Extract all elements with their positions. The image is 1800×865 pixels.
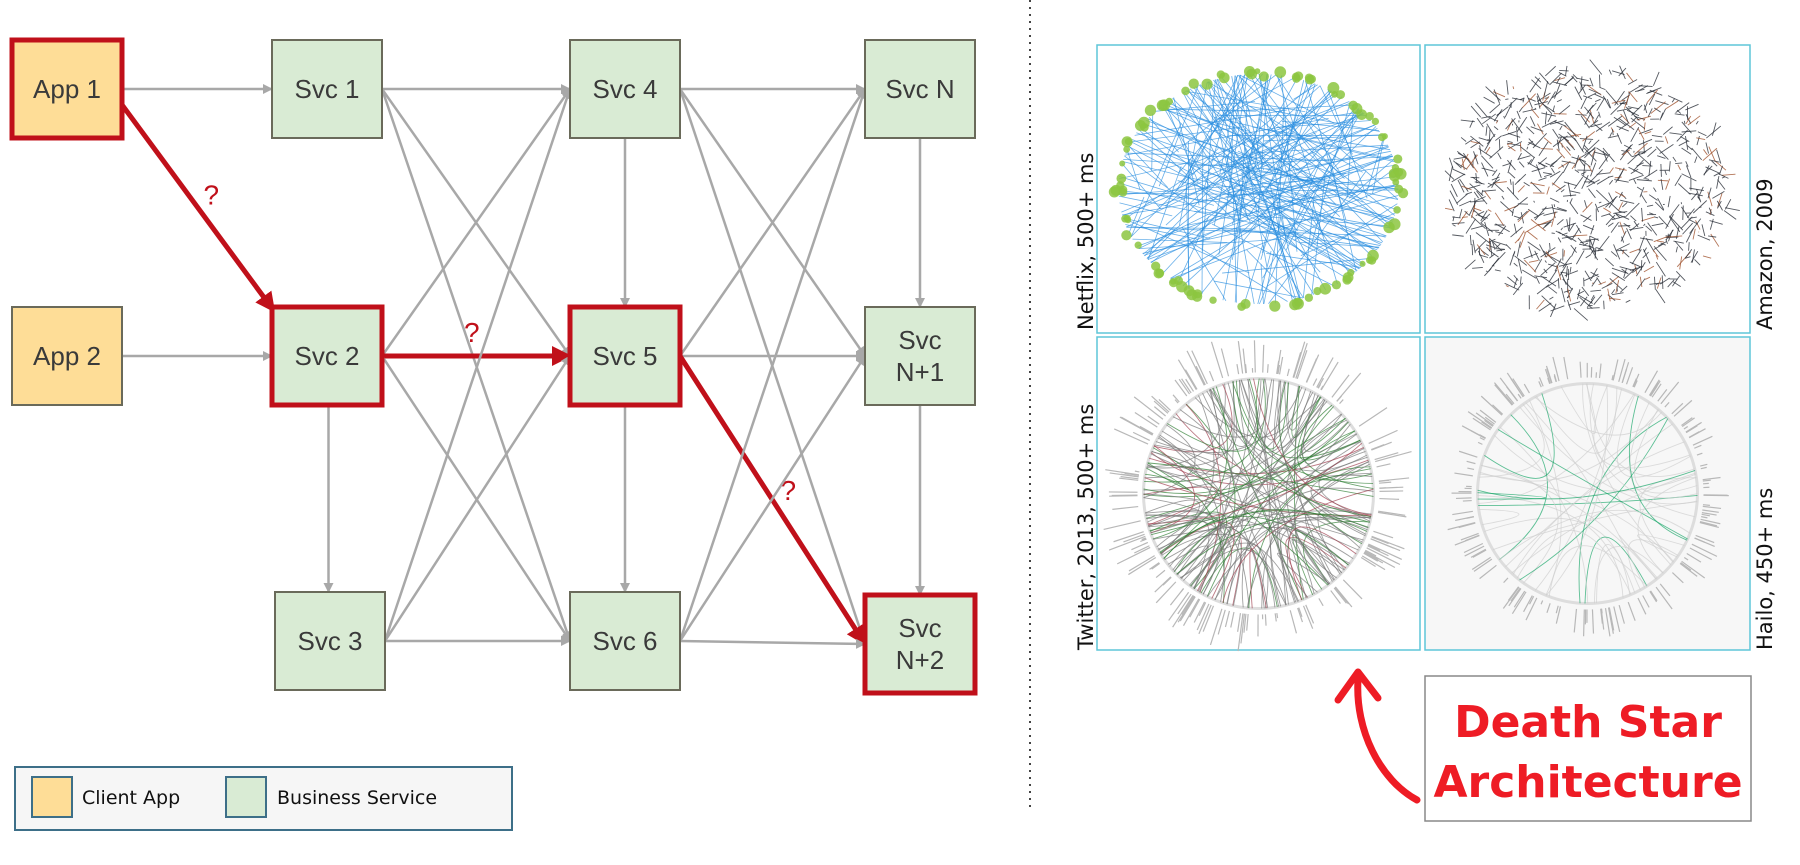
panel-label-netflix: Netflix, 500+ ms	[1074, 153, 1098, 330]
node-app2[interactable]: App 2	[11, 306, 123, 406]
node-svc5[interactable]: Svc 5	[567, 304, 683, 408]
death-star-callout	[1424, 675, 1752, 822]
panel-amazon-graph	[1424, 44, 1751, 334]
node-app1[interactable]: App 1	[9, 37, 125, 141]
panel-label-amazon: Amazon, 2009	[1753, 178, 1777, 330]
panel-label-hailo: Hailo, 450+ ms	[1753, 488, 1777, 650]
edge-svc1-svc6	[380, 88, 572, 642]
curved-arrow-head-icon	[1334, 668, 1382, 704]
node-label: App 1	[33, 74, 101, 104]
node-label: Svc 3	[297, 626, 362, 656]
node-label: Svc 2	[294, 341, 359, 371]
node-svc1[interactable]: Svc 1	[271, 39, 383, 139]
node-label: Svc 4	[592, 74, 657, 104]
legend-service-label: Business Service	[277, 787, 437, 809]
node-box	[864, 39, 976, 139]
edge-app1-svc2	[114, 96, 277, 313]
edge-svc6-svcn	[678, 88, 867, 642]
node-svc6[interactable]: Svc 6	[569, 591, 681, 691]
edge-svc5-svcn	[678, 88, 867, 357]
legend: Client App Business Service	[14, 766, 513, 831]
edge-svc3-svc5	[383, 355, 572, 642]
curved-arrow	[1354, 676, 1421, 804]
node-label: Svc 1	[294, 74, 359, 104]
node-box	[567, 304, 683, 408]
legend-client-label: Client App	[82, 787, 180, 809]
callout-line1: Death Star	[1454, 697, 1722, 748]
node-label: Svc N+1	[896, 325, 944, 387]
panel-twitter-graph	[1096, 336, 1421, 652]
node-svc4[interactable]: Svc 4	[569, 39, 681, 139]
node-label: Svc N+2	[896, 613, 944, 675]
edge-svc3-svc4	[383, 88, 572, 642]
legend-service-swatch	[225, 776, 267, 818]
node-svc3[interactable]: Svc 3	[274, 591, 386, 691]
node-box	[9, 37, 125, 141]
edge-svc6-svcn2	[679, 638, 866, 649]
node-box	[862, 592, 978, 696]
edge-question-label: ?	[204, 180, 220, 211]
node-label: App 2	[33, 341, 101, 371]
node-box	[274, 591, 386, 691]
node-box	[569, 591, 681, 691]
node-label: Svc 5	[592, 341, 657, 371]
edge-svc2-svc6	[380, 355, 572, 642]
edges-layer: ???	[114, 84, 925, 649]
legend-client-swatch	[31, 776, 73, 818]
node-box	[269, 304, 385, 408]
node-label: Svc N	[885, 74, 954, 104]
node-svc2[interactable]: Svc 2	[269, 304, 385, 408]
node-label: Svc 6	[592, 626, 657, 656]
node-box	[11, 306, 123, 406]
edge-question-label: ?	[781, 475, 797, 506]
edge-question-label: ?	[464, 317, 480, 348]
nodes-layer: App 1 App 2 Svc 1 Svc 2 Svc 3 Svc 4 Svc 5 Svc 6…	[9, 37, 978, 696]
node-svcn[interactable]: Svc N	[864, 39, 976, 139]
node-box	[569, 39, 681, 139]
edge-svc6-svcn1	[678, 355, 867, 642]
edge-svc2-svc4	[380, 88, 572, 357]
panel-label-twitter: Twitter, 2013, 500+ ms	[1074, 404, 1098, 651]
panel-netflix-graph	[1096, 44, 1421, 334]
callout-line2: Architecture	[1433, 757, 1742, 808]
architecture-panels	[1096, 44, 1751, 652]
node-box	[271, 39, 383, 139]
node-svcn2[interactable]: Svc N+2	[862, 592, 978, 696]
node-svcn1[interactable]: Svc N+1	[864, 306, 976, 406]
panel-hailo-graph	[1424, 336, 1751, 651]
node-box	[864, 306, 976, 406]
